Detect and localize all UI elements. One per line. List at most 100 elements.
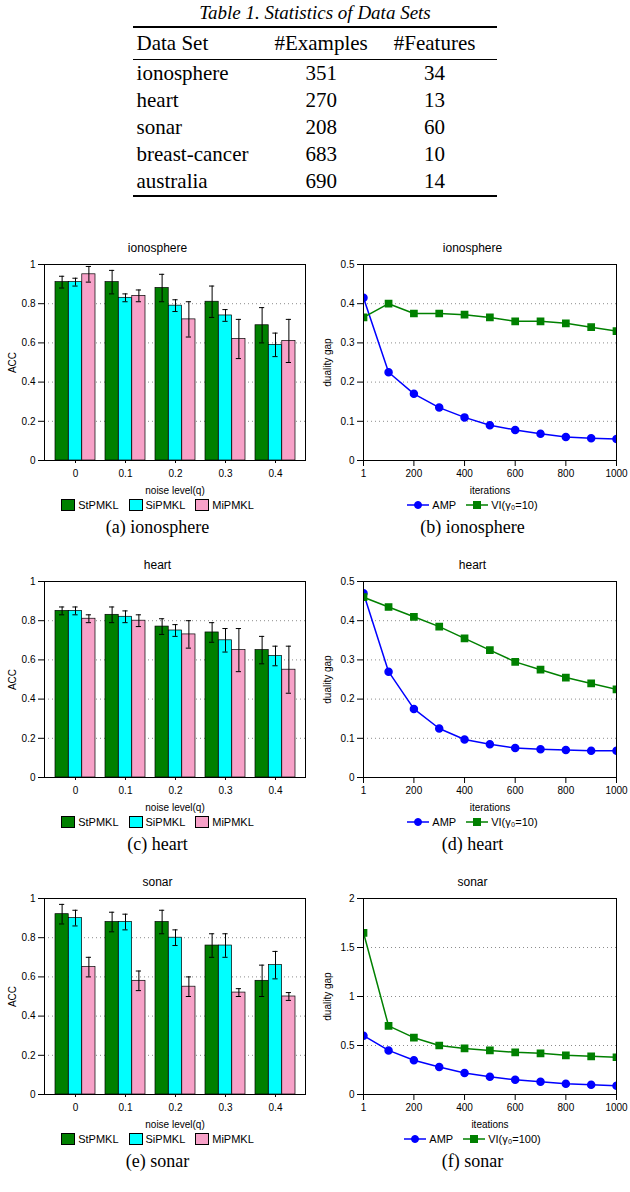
svg-text:0: 0 [73, 1102, 79, 1113]
svg-text:duality gap: duality gap [322, 655, 333, 704]
svg-text:2: 2 [349, 893, 355, 904]
html-text:60: 60 [424, 115, 446, 139]
svg-text:0.3: 0.3 [219, 1102, 233, 1113]
svg-text:0.2: 0.2 [22, 733, 36, 744]
svg-text:0.5: 0.5 [341, 1040, 355, 1051]
svg-text:noise level(q): noise level(q) [145, 1119, 204, 1130]
svg-text:400: 400 [456, 1102, 473, 1113]
svg-text:0.3: 0.3 [341, 654, 355, 665]
svg-text:400: 400 [456, 785, 473, 796]
svg-text:400: 400 [456, 468, 473, 479]
html-text:351: 351 [305, 61, 337, 85]
svg-text:0.1: 0.1 [119, 468, 133, 479]
svg-text:0.1: 0.1 [341, 733, 355, 744]
html-text:13: 13 [424, 88, 446, 112]
html-text:australia: australia [136, 169, 208, 193]
html-text:34: 34 [424, 61, 446, 85]
svg-text:0.2: 0.2 [341, 693, 355, 704]
svg-text:0.4: 0.4 [22, 693, 36, 704]
svg-text:1: 1 [30, 893, 36, 904]
svg-text:200: 200 [406, 1102, 423, 1113]
svg-text:0: 0 [349, 455, 355, 466]
svg-text:0.4: 0.4 [341, 298, 355, 309]
html-text:14: 14 [424, 169, 446, 193]
svg-text:duality gap: duality gap [322, 338, 333, 387]
svg-text:1: 1 [361, 785, 367, 796]
svg-text:0.1: 0.1 [341, 416, 355, 427]
svg-text:iteations: iteations [471, 1119, 508, 1130]
svg-text:1: 1 [361, 1102, 367, 1113]
svg-text:600: 600 [507, 1102, 524, 1113]
svg-text:0: 0 [30, 772, 36, 783]
svg-text:0.8: 0.8 [22, 932, 36, 943]
svg-text:0.1: 0.1 [119, 785, 133, 796]
html-text:270: 270 [305, 88, 337, 112]
svg-text:800: 800 [558, 468, 575, 479]
svg-text:0.4: 0.4 [269, 1102, 283, 1113]
svg-text:ACC: ACC [7, 986, 18, 1007]
svg-text:200: 200 [406, 785, 423, 796]
svg-text:800: 800 [558, 1102, 575, 1113]
svg-text:0.2: 0.2 [341, 376, 355, 387]
svg-text:0: 0 [73, 785, 79, 796]
html-text:breast-cancer: breast-cancer [136, 142, 249, 166]
html-text:ionosphere: ionosphere [136, 61, 229, 85]
svg-text:1: 1 [361, 468, 367, 479]
svg-text:0.2: 0.2 [169, 785, 183, 796]
html-text:208: 208 [305, 115, 337, 139]
svg-text:0.6: 0.6 [22, 337, 36, 348]
svg-text:1.5: 1.5 [341, 942, 355, 953]
svg-text:0.3: 0.3 [219, 785, 233, 796]
svg-text:0.1: 0.1 [119, 1102, 133, 1113]
html-text:(a) ionosphere: (a) ionosphere [105, 517, 210, 537]
svg-text:0: 0 [73, 468, 79, 479]
svg-text:0.3: 0.3 [341, 337, 355, 348]
svg-text:600: 600 [507, 468, 524, 479]
svg-text:0.4: 0.4 [269, 785, 283, 796]
svg-text:1: 1 [349, 991, 355, 1002]
html-text:10: 10 [424, 142, 446, 166]
svg-text:800: 800 [558, 785, 575, 796]
svg-text:1000: 1000 [605, 785, 628, 796]
svg-text:1000: 1000 [605, 1102, 628, 1113]
svg-text:0.4: 0.4 [22, 1010, 36, 1021]
svg-text:1: 1 [30, 259, 36, 270]
svg-text:0.4: 0.4 [22, 376, 36, 387]
svg-text:0.6: 0.6 [22, 971, 36, 982]
svg-text:0.2: 0.2 [169, 1102, 183, 1113]
svg-text:1000: 1000 [605, 468, 628, 479]
html-text:Table 1. Statistics of Data Se: Table 1. Statistics of Data Sets [199, 2, 431, 23]
svg-text:0.4: 0.4 [341, 615, 355, 626]
svg-text:1: 1 [30, 576, 36, 587]
svg-text:0.5: 0.5 [341, 259, 355, 270]
svg-text:noise level(q): noise level(q) [145, 802, 204, 813]
svg-text:200: 200 [406, 468, 423, 479]
html-text:690: 690 [305, 169, 337, 193]
svg-text:0.2: 0.2 [22, 1050, 36, 1061]
svg-text:0: 0 [30, 1089, 36, 1100]
svg-text:600: 600 [507, 785, 524, 796]
html-text:#Features: #Features [393, 31, 476, 55]
svg-text:0.2: 0.2 [169, 468, 183, 479]
svg-text:0.8: 0.8 [22, 298, 36, 309]
svg-text:0.6: 0.6 [22, 654, 36, 665]
html-text:683: 683 [305, 142, 337, 166]
svg-text:0: 0 [349, 772, 355, 783]
svg-text:0.2: 0.2 [22, 416, 36, 427]
svg-text:duality gap: duality gap [322, 972, 333, 1021]
html-text:#Examples: #Examples [274, 31, 368, 55]
svg-text:iterations: iterations [470, 485, 511, 496]
svg-text:0.3: 0.3 [219, 468, 233, 479]
svg-text:0.4: 0.4 [269, 468, 283, 479]
svg-text:0: 0 [30, 455, 36, 466]
svg-text:noise level(q): noise level(q) [145, 485, 204, 496]
svg-text:0.8: 0.8 [22, 615, 36, 626]
svg-text:0.5: 0.5 [341, 576, 355, 587]
svg-text:0: 0 [349, 1089, 355, 1100]
html-text:sonar: sonar [136, 115, 182, 139]
html-text:Data Set: Data Set [136, 31, 209, 55]
svg-text:ACC: ACC [7, 352, 18, 373]
svg-text:iterations: iterations [470, 802, 511, 813]
html-text:heart: heart [136, 88, 179, 112]
svg-text:ACC: ACC [7, 669, 18, 690]
